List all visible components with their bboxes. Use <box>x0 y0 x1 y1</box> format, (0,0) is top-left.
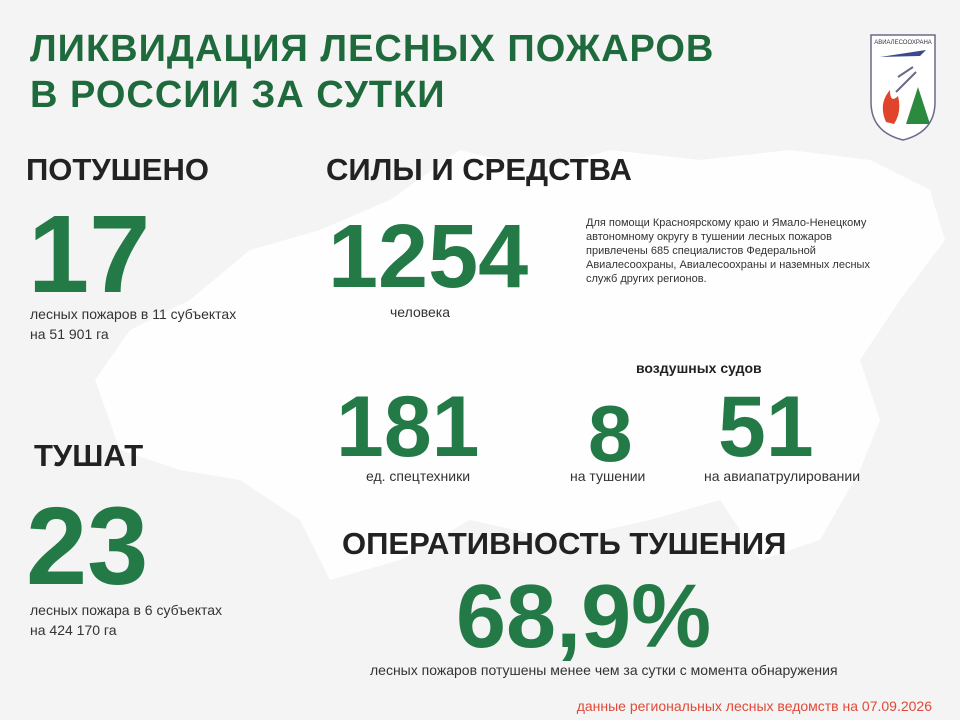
note-line: привлечены 685 специалистов Федеральной <box>586 245 816 257</box>
source: данные региональных лесных ведомств на 0… <box>576 698 932 714</box>
value: 181 <box>336 379 480 475</box>
label: лесных пожаров в 11 субъектах <box>30 306 237 322</box>
heading: ТУШАТ <box>34 438 144 473</box>
heading: воздушных судов <box>636 360 762 376</box>
title: В РОССИИ ЗА СУТКИ <box>30 74 446 116</box>
note-line: автономному округу в тушении лесных пожа… <box>586 231 832 243</box>
label: человека <box>390 304 451 320</box>
note: Для помощи Красноярскому краю и Ямало-Не… <box>586 216 870 286</box>
value: 8 <box>588 389 633 478</box>
heading: СИЛЫ И СРЕДСТВА <box>326 152 632 187</box>
logo: АВИАЛЕСООХРАНА <box>870 34 936 141</box>
logo-text: АВИАЛЕСООХРАНА <box>874 40 932 46</box>
label: на 424 170 га <box>30 622 117 638</box>
heading: ОПЕРАТИВНОСТЬ ТУШЕНИЯ <box>342 526 787 561</box>
note-line: Для помощи Красноярскому краю и Ямало-Не… <box>586 217 867 229</box>
heading: ПОТУШЕНО <box>26 152 209 187</box>
note-line: Авиалесоохраны, Авиалесоохраны и наземны… <box>586 259 870 271</box>
value: 1254 <box>328 207 529 307</box>
label: на авиапатрулировании <box>704 468 861 484</box>
label: лесных пожаров потушены менее чем за сут… <box>370 662 838 678</box>
title: ЛИКВИДАЦИЯ ЛЕСНЫХ ПОЖАРОВ <box>30 28 715 70</box>
label: на 51 901 га <box>30 326 109 342</box>
value: 17 <box>28 193 151 316</box>
label: ед. спецтехники <box>366 468 471 484</box>
label: на тушении <box>570 468 646 484</box>
value: 68,9% <box>456 567 712 667</box>
label: лесных пожара в 6 субъектах <box>30 602 223 618</box>
value: 23 <box>26 485 149 608</box>
value: 51 <box>718 379 814 475</box>
note-line: служб других регионов. <box>586 273 707 285</box>
